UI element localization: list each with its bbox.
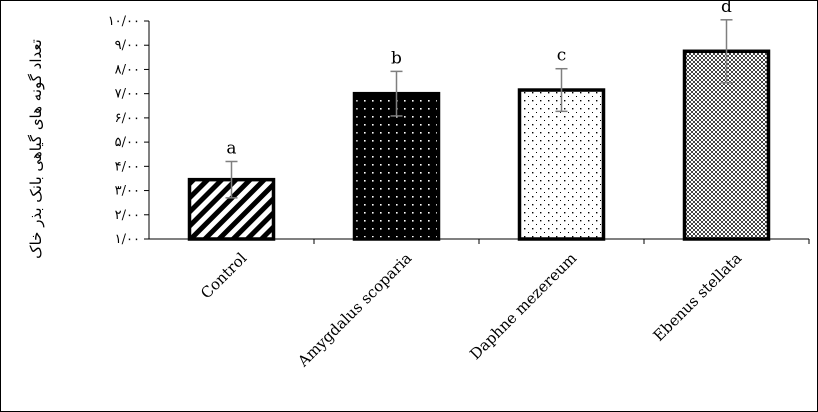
data-label: a — [226, 138, 236, 158]
bar-daphne-mezereum — [517, 88, 606, 241]
x-category-label: Amygdalus scoparia — [294, 249, 416, 371]
y-axis-title: تعداد گونه های گیاهی بانک بذر خاک — [27, 39, 45, 259]
y-tick-label: ۷/۰۰ — [115, 87, 140, 102]
data-label: b — [391, 48, 402, 68]
y-tick-label: ۲/۰۰ — [115, 208, 140, 223]
y-tick-label: ۹/۰۰ — [115, 38, 140, 53]
data-label: d — [721, 1, 732, 17]
error-bar — [555, 67, 568, 113]
labels-group: a Control b Amygdalus scoparia c Daphne mezer… — [197, 1, 745, 371]
error-bar — [720, 19, 733, 84]
y-tick-label: ۳/۰۰ — [115, 184, 140, 199]
bars-group — [187, 19, 771, 241]
error-bar — [225, 160, 238, 199]
x-category-label: Control — [197, 249, 250, 302]
y-tick-label: ۶/۰۰ — [115, 111, 140, 126]
error-bar — [390, 70, 403, 117]
bar-amygdalus-scoparia — [352, 91, 441, 241]
y-tick-label: ۵/۰۰ — [115, 135, 140, 150]
y-tick-label: ۴/۰۰ — [115, 159, 140, 174]
y-tick-label: ۱/۰۰ — [115, 232, 140, 247]
y-tick-label: ۸/۰۰ — [115, 62, 140, 77]
x-category-label: Ebenus stellata — [650, 249, 746, 345]
y-tick-label: ۱۰/۰۰ — [108, 14, 140, 29]
data-label: c — [557, 46, 567, 66]
x-category-label: Daphne mezereum — [466, 249, 580, 363]
